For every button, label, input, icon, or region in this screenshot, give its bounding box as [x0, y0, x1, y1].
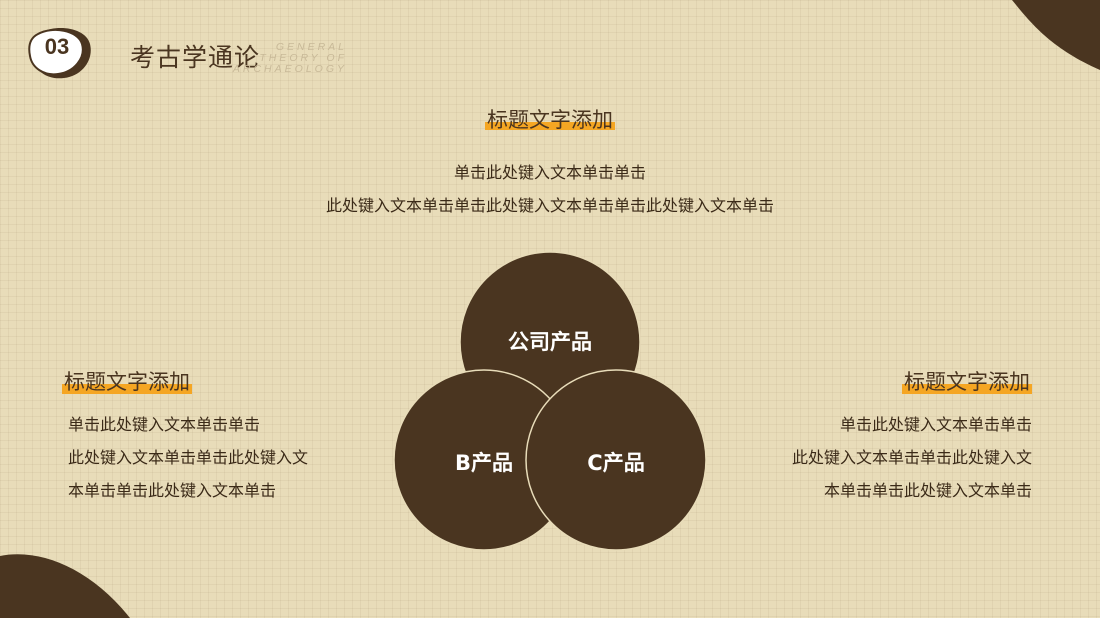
- right-heading: 标题文字添加: [902, 368, 1032, 396]
- top-body-line-1: 单击此处键入文本单击单击: [453, 163, 646, 182]
- top-heading-text: 标题文字添加: [485, 108, 615, 132]
- corner-decoration-top-right: [1012, 0, 1100, 70]
- english-subtitle-line-2: THEORY OF: [259, 52, 347, 64]
- right-body-text: 单击此处键入文本单击单击 此处键入文本单击单击此处键入文 本单击单击此处键入文本…: [792, 408, 1032, 507]
- left-body-text: 单击此处键入文本单击单击 此处键入文本单击单击此处键入文 本单击单击此处键入文本…: [68, 408, 308, 507]
- venn-label-top: 公司产品: [508, 330, 592, 354]
- right-body-line-3: 本单击单击此处键入文本单击: [823, 481, 1032, 500]
- venn-label-b: B产品: [454, 451, 513, 475]
- venn-circle-c: [525, 369, 707, 551]
- english-subtitle-line-3: ARCHAEOLOGY: [232, 63, 347, 75]
- section-number: 03: [44, 34, 70, 59]
- left-body-line-2: 此处键入文本单击单击此处键入文: [68, 448, 309, 467]
- number-badge-icon: [28, 28, 91, 79]
- top-body-line-2: 此处键入文本单击单击此处键入文本单击单击此处键入文本单击: [325, 196, 774, 215]
- page-title: 考古学通论: [130, 43, 261, 72]
- top-body-text: 单击此处键入文本单击单击 此处键入文本单击单击此处键入文本单击单击此处键入文本单…: [0, 156, 1100, 222]
- english-subtitle-line-1: GENERAL: [275, 41, 347, 53]
- top-heading: 标题文字添加: [0, 106, 1100, 134]
- left-body-line-1: 单击此处键入文本单击单击: [68, 415, 261, 434]
- left-heading: 标题文字添加: [62, 368, 192, 396]
- right-body-line-2: 此处键入文本单击单击此处键入文: [791, 448, 1032, 467]
- corner-decoration-bottom-left: [0, 554, 130, 618]
- english-subtitle: GENERAL THEORY OF ARCHAEOLOGY: [222, 42, 347, 75]
- venn-label-c: C产品: [587, 451, 645, 475]
- left-body-line-3: 本单击单击此处键入文本单击: [68, 481, 277, 500]
- right-body-line-1: 单击此处键入文本单击单击: [839, 415, 1032, 434]
